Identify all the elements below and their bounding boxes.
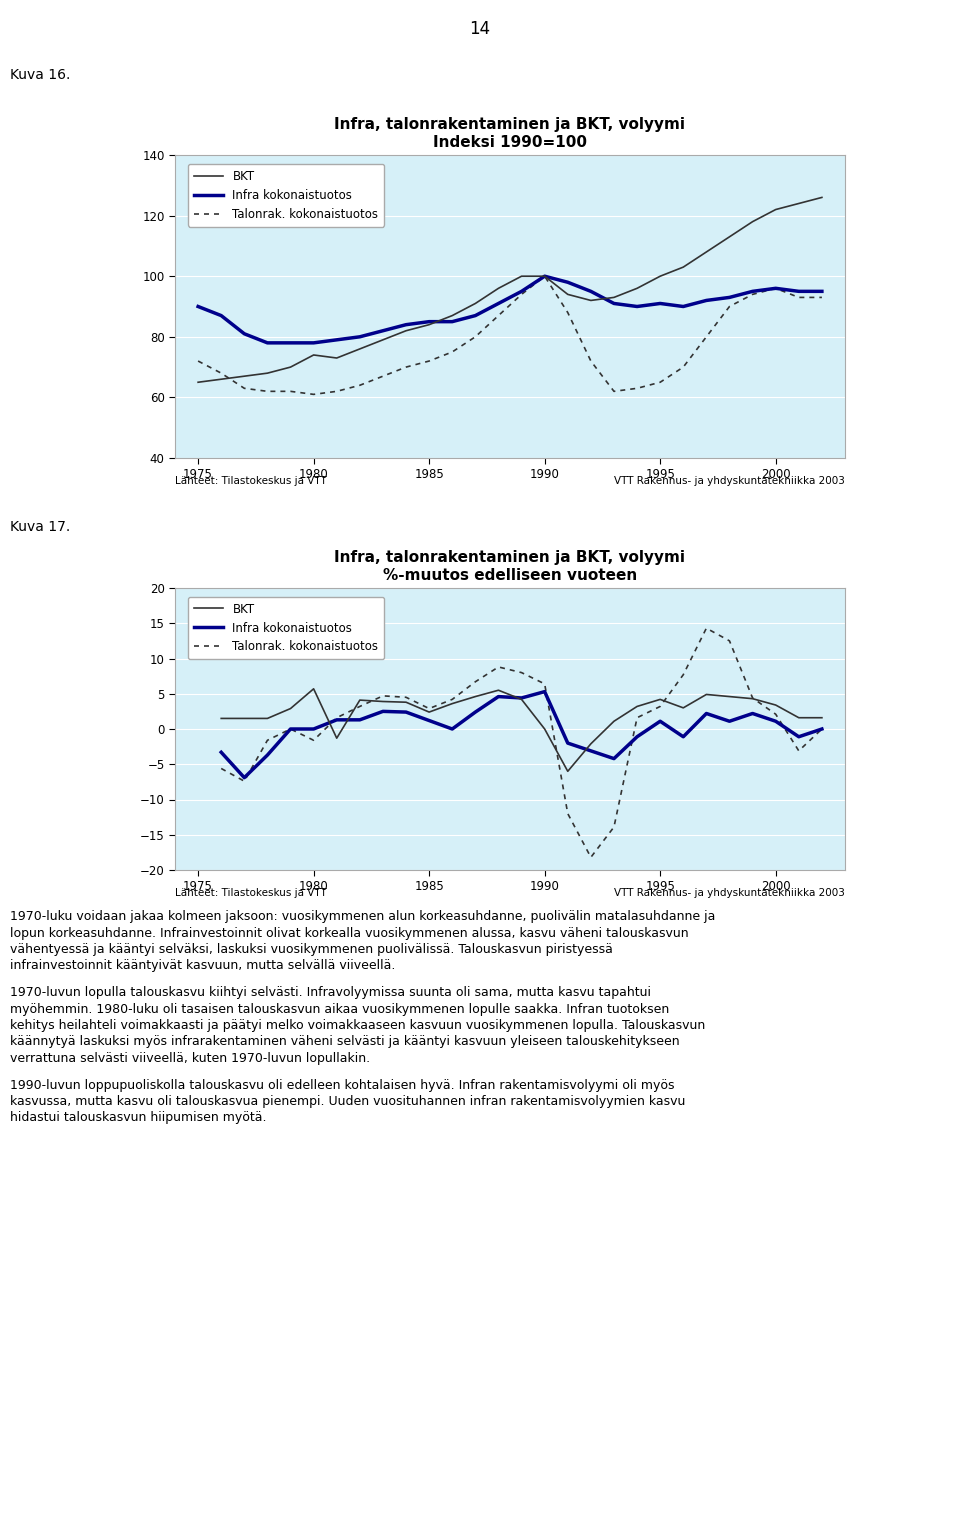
Text: 1990-luvun loppupuoliskolla talouskasvu oli edelleen kohtalaisen hyvä. Infran ra: 1990-luvun loppupuoliskolla talouskasvu …: [10, 1079, 675, 1091]
Text: kehitys heilahteli voimakkaasti ja päätyi melko voimakkaaseen kasvuun vuosikymme: kehitys heilahteli voimakkaasti ja pääty…: [10, 1018, 706, 1032]
Legend: BKT, Infra kokonaistuotos, Talonrak. kokonaistuotos: BKT, Infra kokonaistuotos, Talonrak. kok…: [187, 164, 384, 226]
Legend: BKT, Infra kokonaistuotos, Talonrak. kokonaistuotos: BKT, Infra kokonaistuotos, Talonrak. kok…: [187, 597, 384, 660]
Text: kasvussa, mutta kasvu oli talouskasvua pienempi. Uuden vuosituhannen infran rake: kasvussa, mutta kasvu oli talouskasvua p…: [10, 1094, 685, 1108]
Text: infrainvestoinnit kääntyivät kasvuun, mutta selvällä viiveellä.: infrainvestoinnit kääntyivät kasvuun, mu…: [10, 959, 396, 973]
Text: verrattuna selvästi viiveellä, kuten 1970-luvun lopullakin.: verrattuna selvästi viiveellä, kuten 197…: [10, 1052, 371, 1066]
Text: 1970-luvun lopulla talouskasvu kiihtyi selvästi. Infravolyymissa suunta oli sama: 1970-luvun lopulla talouskasvu kiihtyi s…: [10, 986, 651, 999]
Text: hidastui talouskasvun hiipumisen myötä.: hidastui talouskasvun hiipumisen myötä.: [10, 1111, 267, 1125]
Text: VTT Rakennus- ja yhdyskuntatekniikka 2003: VTT Rakennus- ja yhdyskuntatekniikka 200…: [614, 888, 845, 898]
Text: VTT Rakennus- ja yhdyskuntatekniikka 2003: VTT Rakennus- ja yhdyskuntatekniikka 200…: [614, 476, 845, 486]
Text: vähentyessä ja kääntyi selväksi, laskuksi vuosikymmenen puolivälissä. Talouskasv: vähentyessä ja kääntyi selväksi, laskuks…: [10, 942, 612, 956]
Text: 14: 14: [469, 20, 491, 38]
Text: Kuva 16.: Kuva 16.: [10, 68, 70, 82]
Text: myöhemmin. 1980-luku oli tasaisen talouskasvun aikaa vuosikymmenen lopulle saakk: myöhemmin. 1980-luku oli tasaisen talous…: [10, 1003, 669, 1015]
Text: Lähteet: Tilastokeskus ja VTT: Lähteet: Tilastokeskus ja VTT: [175, 476, 326, 486]
Text: käännytyä laskuksi myös infrarakentaminen väheni selvästi ja kääntyi kasvuun yle: käännytyä laskuksi myös infrarakentamine…: [10, 1035, 680, 1049]
Text: Kuva 17.: Kuva 17.: [10, 520, 70, 534]
Text: Lähteet: Tilastokeskus ja VTT: Lähteet: Tilastokeskus ja VTT: [175, 888, 326, 898]
Title: Infra, talonrakentaminen ja BKT, volyymi
%-muutos edelliseen vuoteen: Infra, talonrakentaminen ja BKT, volyymi…: [334, 550, 685, 582]
Title: Infra, talonrakentaminen ja BKT, volyymi
Indeksi 1990=100: Infra, talonrakentaminen ja BKT, volyymi…: [334, 117, 685, 149]
Text: lopun korkeasuhdanne. Infrainvestoinnit olivat korkealla vuosikymmenen alussa, k: lopun korkeasuhdanne. Infrainvestoinnit …: [10, 927, 688, 939]
Text: 1970-luku voidaan jakaa kolmeen jaksoon: vuosikymmenen alun korkeasuhdanne, puol: 1970-luku voidaan jakaa kolmeen jaksoon:…: [10, 910, 715, 923]
